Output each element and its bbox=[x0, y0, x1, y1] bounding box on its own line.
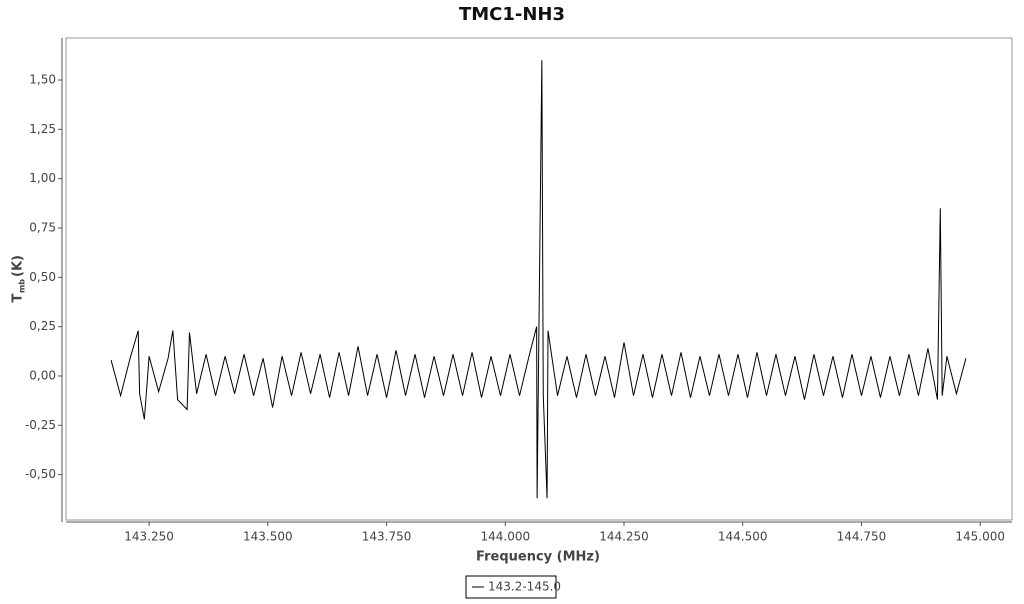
y-tick-label: 0,75 bbox=[29, 220, 56, 234]
x-axis-title: Frequency (MHz) bbox=[476, 550, 600, 565]
y-label-unit: (K) bbox=[11, 255, 26, 277]
x-tick-label: 143.750 bbox=[362, 530, 412, 544]
y-label-main: T bbox=[11, 293, 26, 302]
legend-label: 143.2-145.0 bbox=[488, 580, 561, 594]
x-tick-label: 144.000 bbox=[480, 530, 530, 544]
y-tick-label: -0,50 bbox=[25, 467, 56, 481]
x-tick-label: 144.500 bbox=[718, 530, 768, 544]
y-tick-label: 0,50 bbox=[29, 270, 56, 284]
y-tick-label: 1,00 bbox=[29, 171, 56, 185]
legend-box bbox=[465, 575, 557, 599]
spectrum-line bbox=[110, 60, 967, 499]
x-tick-label: 143.500 bbox=[243, 530, 293, 544]
y-tick-label: 0,25 bbox=[29, 319, 56, 333]
plot-frame bbox=[65, 37, 1013, 521]
y-tick-label: 1,50 bbox=[29, 73, 56, 87]
x-tick-label: 144.750 bbox=[837, 530, 887, 544]
x-tick-label: 143.250 bbox=[124, 530, 174, 544]
chart-title: TMC1-NH3 bbox=[459, 4, 565, 25]
x-tick-label: 144.250 bbox=[599, 530, 649, 544]
y-tick-label: 0,00 bbox=[29, 368, 56, 382]
y-axis-title: T mb (K) bbox=[11, 255, 27, 302]
x-tick-label: 145.000 bbox=[955, 530, 1005, 544]
y-tick-label: 1,25 bbox=[29, 122, 56, 136]
y-label-sub: mb bbox=[18, 279, 27, 293]
y-tick-label: -0,25 bbox=[25, 418, 56, 432]
